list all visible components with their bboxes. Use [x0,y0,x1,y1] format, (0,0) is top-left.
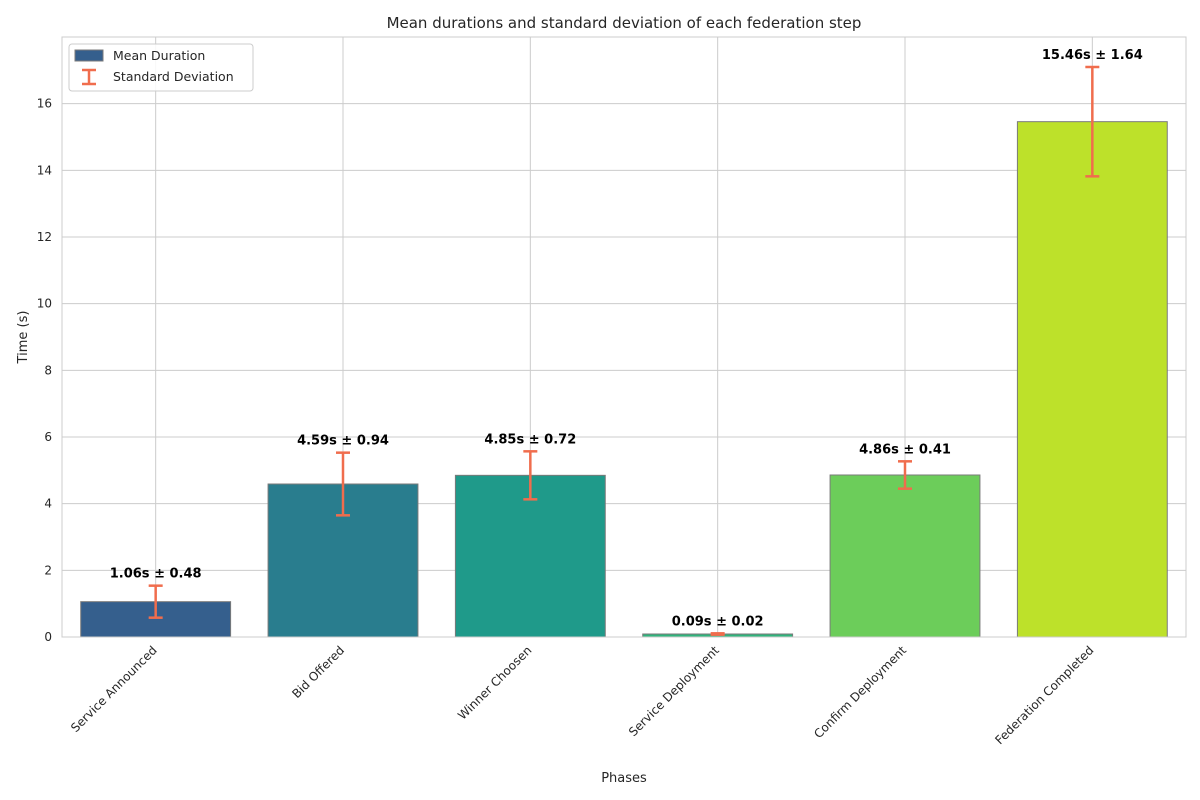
x-tick-label: Service Announced [68,643,160,735]
chart-title: Mean durations and standard deviation of… [387,14,862,32]
data-label: 4.59s ± 0.94 [297,434,389,449]
data-labels: 1.06s ± 0.48 4.59s ± 0.94 4.85s ± 0.72 0.09… [110,48,1143,629]
x-tick-label: Confirm Deployment [811,643,909,741]
legend: Mean Duration Standard Deviation [68,43,254,92]
y-tick-label: 10 [37,297,52,311]
x-tick-label: Winner Choosen [455,643,534,722]
y-axis-ticks: 0 2 4 6 8 10 12 14 16 [37,97,52,644]
data-label: 15.46s ± 1.64 [1042,48,1143,63]
bar [829,474,981,638]
legend-label-standard-deviation: Standard Deviation [113,69,234,84]
error-bar [898,460,912,490]
y-tick-label: 16 [37,97,52,111]
legend-swatch-standard-deviation [82,68,96,86]
error-bar [148,584,163,619]
legend-swatch-mean-duration [74,49,104,62]
bar [1016,121,1168,638]
legend-box [68,43,254,92]
error-bar [710,632,725,636]
data-label: 1.06s ± 0.48 [110,567,202,582]
bars [80,121,1168,638]
error-bar [1085,65,1100,178]
data-label: 0.09s ± 0.02 [672,614,764,629]
error-bar [523,450,538,501]
bar [454,474,606,638]
x-axis-label: Phases [601,771,647,786]
y-axis-label: Time (s) [16,311,31,365]
y-tick-label: 2 [44,563,52,577]
data-label: 4.86s ± 0.41 [859,442,951,457]
legend-label-mean-duration: Mean Duration [113,48,205,63]
y-tick-label: 6 [44,430,52,444]
error-bars [148,65,1100,636]
y-tick-label: 14 [37,163,52,177]
x-axis-ticks: Service Announced Bid Offered Winner Choos… [68,643,1096,747]
x-tick-label: Bid Offered [289,643,347,701]
data-label: 4.85s ± 0.72 [484,432,576,447]
y-tick-label: 4 [44,497,52,511]
x-tick-label: Service Deployment [626,643,722,739]
plot-frame [61,36,1187,638]
y-tick-label: 8 [44,363,52,377]
y-tick-label: 0 [44,630,52,644]
error-bar [336,451,350,517]
x-tick-label: Federation Completed [992,643,1096,747]
y-tick-label: 12 [37,230,52,244]
